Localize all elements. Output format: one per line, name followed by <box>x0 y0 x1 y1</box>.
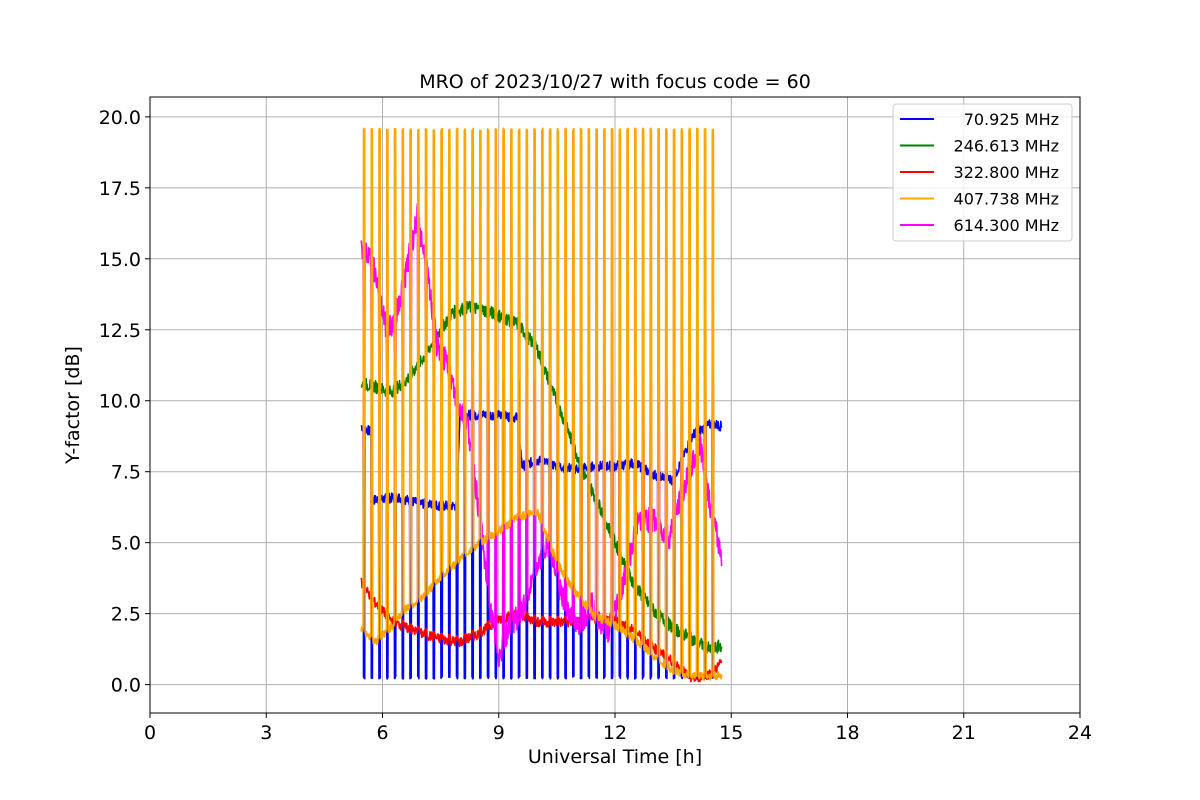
y-axis-label: Y-factor [dB] <box>62 346 84 465</box>
x-tick-label: 9 <box>493 722 505 744</box>
series-line <box>360 577 723 683</box>
series-lines <box>360 127 723 683</box>
legend: 70.925 MHz 246.613 MHz 322.800 MHz 407.738 … <box>892 103 1073 242</box>
x-tick-label: 24 <box>1068 722 1092 744</box>
series-line <box>360 127 723 681</box>
y-tick-label: 10.0 <box>99 391 141 413</box>
y-tick-label: 17.5 <box>99 178 141 200</box>
x-tick-label: 21 <box>952 722 976 744</box>
legend-entry: 407.738 MHz <box>954 190 1059 209</box>
legend-entry: 614.300 MHz <box>954 216 1059 235</box>
x-tick-label: 6 <box>376 722 388 744</box>
x-tick-label: 15 <box>719 722 743 744</box>
y-tick-label: 20.0 <box>99 107 141 129</box>
legend-entry: 70.925 MHz <box>964 110 1059 129</box>
y-tick-label: 15.0 <box>99 249 141 271</box>
x-tick-label: 0 <box>144 722 156 744</box>
x-tick-label: 3 <box>260 722 272 744</box>
chart-title: MRO of 2023/10/27 with focus code = 60 <box>419 71 811 93</box>
y-tick-label: 0.0 <box>111 675 141 697</box>
y-tick-label: 12.5 <box>99 320 141 342</box>
legend-entry: 322.800 MHz <box>954 163 1059 182</box>
series-line <box>360 203 723 668</box>
y-axis: 0.0 2.5 5.0 7.5 10.0 12.5 15.0 17.5 20.0 <box>99 107 150 697</box>
y-tick-label: 5.0 <box>111 533 141 555</box>
x-axis: 0 3 6 9 12 15 18 21 24 <box>144 713 1092 744</box>
x-tick-label: 18 <box>835 722 859 744</box>
y-tick-label: 2.5 <box>111 604 141 626</box>
x-axis-label: Universal Time [h] <box>528 746 702 768</box>
legend-box <box>892 103 1073 242</box>
x-tick-label: 12 <box>603 722 627 744</box>
y-tick-label: 7.5 <box>111 462 141 484</box>
legend-entry: 246.613 MHz <box>954 137 1059 156</box>
